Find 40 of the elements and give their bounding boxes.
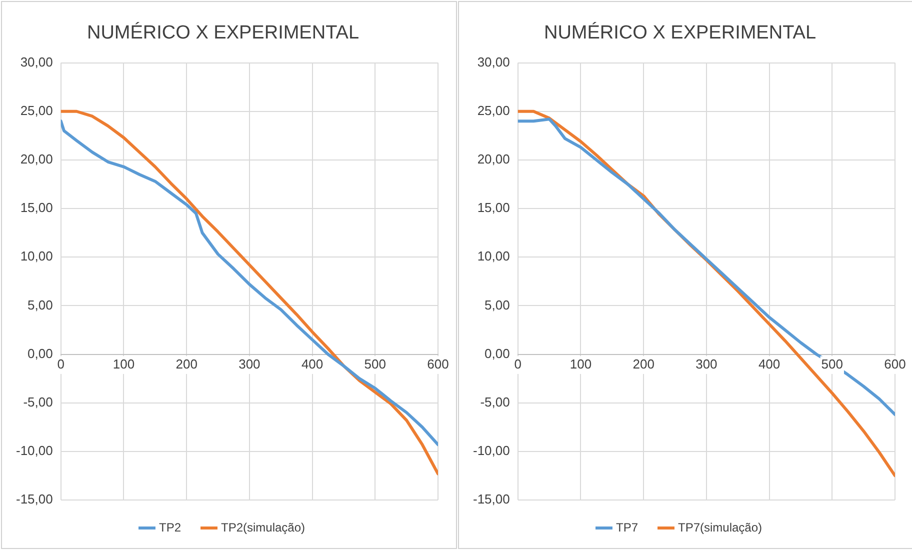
y-tick-label: 0,00	[484, 346, 510, 361]
y-tick-label: 25,00	[20, 102, 53, 118]
legend-label: TP2	[158, 520, 182, 534]
x-tick-label: 100	[570, 356, 592, 372]
y-tick-label: 5,00	[28, 297, 53, 312]
x-tick-label: 500	[364, 356, 386, 372]
x-tick-label: 200	[176, 356, 198, 372]
x-tick-label: 0	[57, 356, 64, 372]
x-tick-label: 200	[632, 356, 654, 372]
y-tick-label: 5,00	[484, 297, 510, 312]
y-tick-label: 15,00	[477, 200, 510, 216]
y-tick-label: 25,00	[477, 102, 510, 118]
x-tick-label: 600	[427, 356, 449, 372]
x-tick-label: 400	[301, 356, 324, 372]
y-tick-label: 30,00	[20, 54, 53, 70]
x-tick-label: 300	[238, 356, 260, 372]
x-tick-label: 0	[514, 356, 522, 372]
y-tick-label: 20,00	[477, 152, 510, 167]
chart-title: NUMÉRICO X EXPERIMENTAL	[544, 22, 816, 44]
x-tick-label: 500	[821, 356, 843, 372]
y-tick-label: 10,00	[20, 248, 53, 264]
y-tick-label: -10,00	[472, 443, 510, 458]
y-tick-label: -10,00	[16, 443, 53, 458]
y-tick-label: 10,00	[477, 248, 510, 264]
x-tick-label: 600	[884, 356, 906, 372]
x-tick-label: 400	[758, 356, 780, 372]
y-tick-label: 30,00	[477, 54, 510, 70]
y-tick-label: 15,00	[20, 200, 53, 216]
y-tick-label: 0,00	[28, 346, 53, 361]
y-tick-label: 20,00	[20, 152, 53, 167]
y-tick-label: -5,00	[480, 394, 510, 410]
x-tick-label: 300	[696, 356, 718, 372]
legend-label: TP7(simulação)	[678, 520, 762, 534]
chart-title: NUMÉRICO X EXPERIMENTAL	[86, 22, 360, 44]
legend-label: TP7	[616, 520, 638, 534]
x-tick-label: 100	[112, 356, 135, 372]
y-tick-label: -15,00	[16, 492, 53, 507]
legend-label: TP2(simulação)	[220, 520, 306, 534]
y-tick-label: -5,00	[23, 394, 53, 410]
y-tick-label: -15,00	[472, 492, 510, 507]
